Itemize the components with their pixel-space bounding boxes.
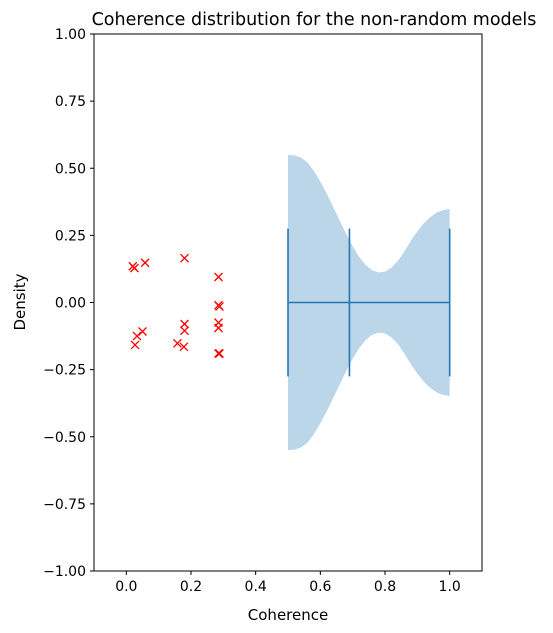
scatter-point	[180, 253, 189, 263]
scatter-point	[214, 272, 223, 282]
x-tick-label: 0.8	[374, 579, 396, 595]
scatter-point	[180, 326, 189, 336]
scatter-point	[132, 331, 142, 341]
y-tick-label: −0.25	[43, 363, 86, 379]
x-tick-label: 0.6	[309, 579, 331, 595]
x-axis-label: Coherence	[248, 606, 328, 624]
plot-area	[93, 33, 483, 572]
x-tick-label: 0.4	[245, 579, 267, 595]
y-tick-label: 0.50	[55, 161, 86, 177]
scatter-point	[214, 302, 224, 311]
y-tick-label: −0.75	[43, 497, 86, 513]
x-axis-ticks: 0.0 0.2 0.4 0.6 0.8 1.0	[115, 571, 461, 595]
chart-title: Coherence distribution for the non-rando…	[92, 10, 537, 30]
scatter-point	[214, 349, 223, 358]
y-tick-label: 1.00	[55, 27, 86, 43]
y-axis-label: Density	[11, 273, 29, 330]
violin-plot	[287, 154, 451, 451]
x-tick-label: 0.0	[115, 579, 137, 595]
scatter-point	[138, 327, 147, 336]
x-tick-label: 0.2	[180, 579, 202, 595]
y-axis-ticks: 1.00 0.75 0.50 0.25 0.00 −0.25 −0.50 −0.75 −1.00	[43, 27, 94, 580]
scatter-point	[140, 258, 150, 268]
y-tick-label: 0.75	[55, 94, 86, 110]
scatter-points	[128, 253, 224, 358]
scatter-point	[172, 338, 182, 348]
scatter-point	[214, 323, 223, 333]
scatter-point	[130, 340, 140, 350]
y-tick-label: 0.00	[55, 296, 86, 312]
x-tick-label: 1.0	[439, 579, 461, 595]
y-tick-label: −1.00	[43, 564, 86, 580]
scatter-point	[179, 342, 189, 352]
scatter-point	[214, 349, 224, 358]
scatter-point	[180, 319, 189, 329]
y-tick-label: −0.50	[43, 430, 86, 446]
y-tick-label: 0.25	[55, 228, 86, 244]
scatter-point	[129, 263, 139, 273]
